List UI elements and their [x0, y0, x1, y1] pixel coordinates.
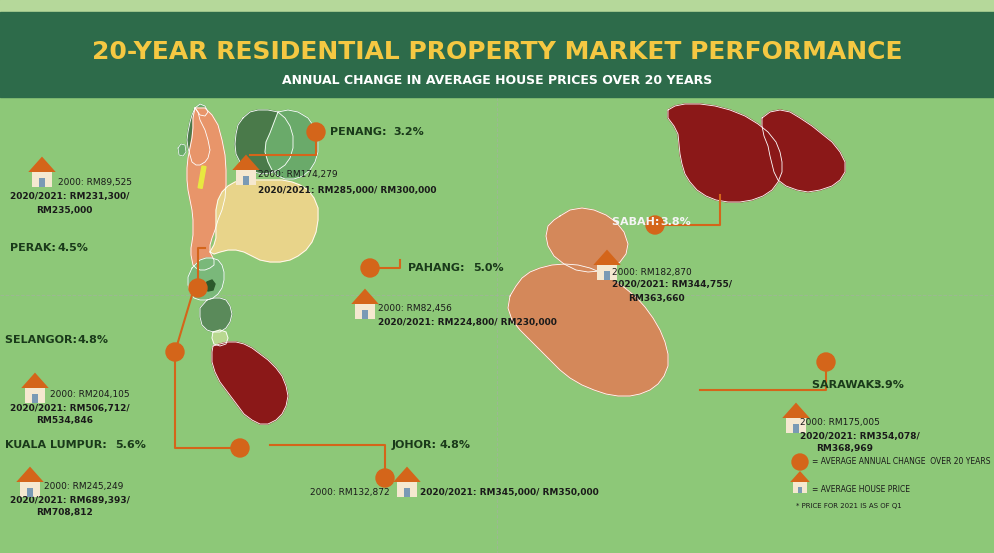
Polygon shape	[212, 342, 288, 424]
Text: 2000: RM82,456: 2000: RM82,456	[378, 304, 452, 312]
Text: RM235,000: RM235,000	[36, 206, 92, 215]
Text: RM368,969: RM368,969	[816, 445, 873, 453]
Polygon shape	[28, 156, 56, 172]
Text: PERAK:: PERAK:	[10, 243, 60, 253]
Bar	[405, 488, 410, 497]
Text: 2000: RM89,525: 2000: RM89,525	[58, 179, 132, 187]
Text: 2020/2021: RM344,755/: 2020/2021: RM344,755/	[612, 280, 732, 290]
Polygon shape	[668, 104, 782, 202]
Bar	[786, 418, 806, 434]
Polygon shape	[187, 108, 226, 270]
Circle shape	[376, 469, 394, 487]
Polygon shape	[790, 471, 810, 482]
Circle shape	[792, 454, 808, 470]
Bar	[798, 487, 802, 493]
Circle shape	[231, 439, 249, 457]
Circle shape	[189, 279, 207, 297]
Polygon shape	[351, 289, 379, 304]
Text: PENANG:: PENANG:	[330, 127, 391, 137]
Bar	[355, 304, 375, 320]
Polygon shape	[394, 467, 420, 482]
Polygon shape	[546, 208, 628, 272]
Polygon shape	[762, 118, 780, 180]
Bar	[597, 265, 617, 280]
Text: PAHANG:: PAHANG:	[408, 263, 468, 273]
Text: 2020/2021: RM224,800/ RM230,000: 2020/2021: RM224,800/ RM230,000	[378, 319, 557, 327]
Text: 2020/2021: RM689,393/: 2020/2021: RM689,393/	[10, 495, 130, 504]
Polygon shape	[21, 373, 49, 388]
Polygon shape	[187, 108, 210, 165]
Text: 2000: RM132,872: 2000: RM132,872	[310, 488, 390, 497]
Polygon shape	[188, 258, 224, 300]
Circle shape	[361, 259, 379, 277]
Text: 5.6%: 5.6%	[115, 440, 146, 450]
Text: 3.8%: 3.8%	[660, 217, 691, 227]
Text: * PRICE FOR 2021 IS AS OF Q1: * PRICE FOR 2021 IS AS OF Q1	[796, 503, 902, 509]
Text: 2020/2021: RM231,300/: 2020/2021: RM231,300/	[10, 192, 129, 201]
Text: RM708,812: RM708,812	[36, 509, 92, 518]
Bar	[20, 482, 40, 497]
Bar	[28, 488, 33, 497]
Text: SABAH:: SABAH:	[612, 217, 663, 227]
Polygon shape	[265, 110, 318, 179]
Text: 4.8%: 4.8%	[77, 335, 108, 345]
Text: 2000: RM174,279: 2000: RM174,279	[258, 170, 338, 180]
Polygon shape	[782, 403, 810, 418]
Text: 2000: RM175,005: 2000: RM175,005	[800, 419, 880, 427]
Text: 2020/2021: RM506,712/: 2020/2021: RM506,712/	[10, 404, 129, 413]
Text: 4.8%: 4.8%	[440, 440, 471, 450]
Polygon shape	[233, 155, 259, 170]
Bar	[244, 176, 248, 185]
Bar	[0, 12, 994, 97]
Text: KUALA LUMPUR:: KUALA LUMPUR:	[5, 440, 110, 450]
Text: 2020/2021: RM354,078/: 2020/2021: RM354,078/	[800, 431, 919, 441]
Text: 2020/2021: RM285,000/ RM300,000: 2020/2021: RM285,000/ RM300,000	[258, 185, 436, 195]
Bar	[604, 272, 609, 280]
Text: 5.0%: 5.0%	[473, 263, 504, 273]
Polygon shape	[16, 467, 44, 482]
Text: RM534,846: RM534,846	[36, 416, 93, 425]
Circle shape	[166, 343, 184, 361]
Polygon shape	[593, 249, 620, 265]
Text: = AVERAGE HOUSE PRICE: = AVERAGE HOUSE PRICE	[812, 484, 910, 493]
Bar	[33, 394, 38, 403]
Polygon shape	[212, 330, 228, 346]
Polygon shape	[205, 280, 215, 291]
Text: JOHOR:: JOHOR:	[392, 440, 441, 450]
Text: 2000: RM204,105: 2000: RM204,105	[50, 390, 129, 399]
Text: ANNUAL CHANGE IN AVERAGE HOUSE PRICES OVER 20 YEARS: ANNUAL CHANGE IN AVERAGE HOUSE PRICES OV…	[282, 75, 712, 87]
Polygon shape	[235, 110, 293, 174]
Text: SELANGOR:: SELANGOR:	[5, 335, 81, 345]
Text: 2020/2021: RM345,000/ RM350,000: 2020/2021: RM345,000/ RM350,000	[420, 488, 598, 497]
Bar	[237, 170, 255, 185]
Bar	[398, 482, 416, 497]
Circle shape	[817, 353, 835, 371]
Text: 2000: RM245,249: 2000: RM245,249	[44, 483, 123, 492]
Text: RM363,660: RM363,660	[628, 294, 685, 302]
Bar	[793, 424, 798, 434]
Text: 20-YEAR RESIDENTIAL PROPERTY MARKET PERFORMANCE: 20-YEAR RESIDENTIAL PROPERTY MARKET PERF…	[91, 40, 903, 64]
Bar	[363, 310, 368, 320]
Bar	[32, 172, 52, 187]
Circle shape	[646, 216, 664, 234]
Polygon shape	[508, 264, 668, 396]
Text: = AVERAGE ANNUAL CHANGE  OVER 20 YEARS: = AVERAGE ANNUAL CHANGE OVER 20 YEARS	[812, 457, 990, 467]
Text: SARAWAK:: SARAWAK:	[812, 380, 883, 390]
Circle shape	[307, 123, 325, 141]
Polygon shape	[178, 144, 186, 156]
Bar	[793, 482, 807, 493]
Polygon shape	[195, 104, 208, 116]
Text: 3.2%: 3.2%	[393, 127, 423, 137]
Bar	[198, 166, 206, 189]
Bar	[0, 0, 994, 12]
Bar	[40, 178, 45, 187]
Polygon shape	[210, 180, 318, 262]
Polygon shape	[762, 110, 845, 192]
Polygon shape	[200, 298, 232, 332]
Text: 3.9%: 3.9%	[873, 380, 904, 390]
Text: 4.5%: 4.5%	[58, 243, 88, 253]
Bar	[25, 388, 45, 403]
Text: 2000: RM182,870: 2000: RM182,870	[612, 268, 692, 276]
